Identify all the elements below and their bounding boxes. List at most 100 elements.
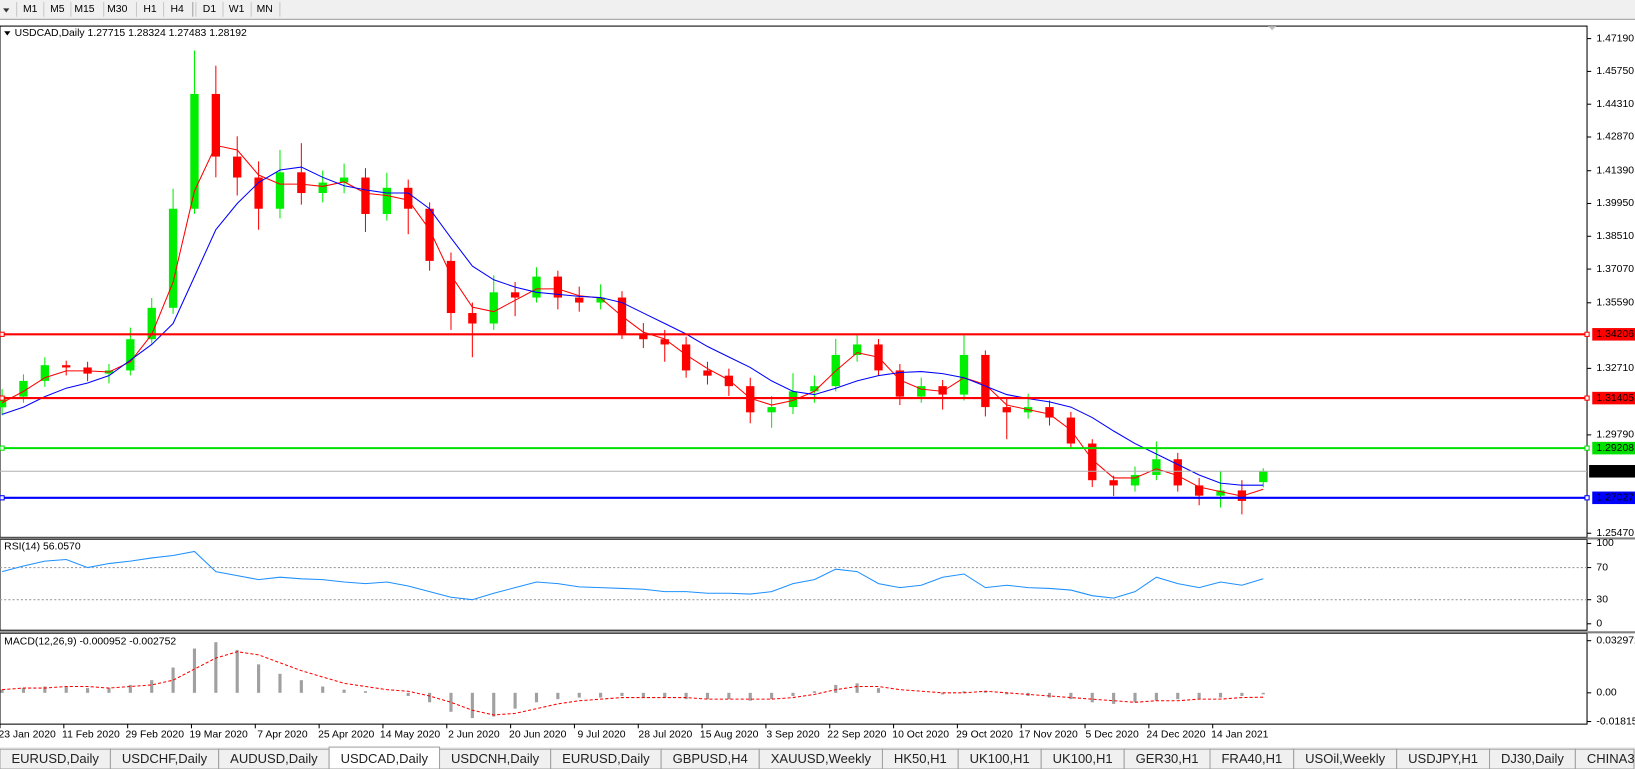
x-tick-label: 22 Sep 2020 (827, 729, 886, 740)
tab-label[interactable]: EURUSD,Daily (562, 751, 650, 766)
candle-body (1152, 459, 1161, 475)
candle-body (553, 276, 563, 298)
candle-body (1088, 443, 1097, 481)
candle-body (62, 365, 71, 368)
tab-label[interactable]: GER30,H1 (1136, 751, 1199, 766)
current-price-tag (1589, 465, 1635, 478)
timeframe-button[interactable]: M15 (74, 4, 94, 15)
timeframe-button[interactable]: H1 (143, 4, 157, 15)
tab-label[interactable]: UK100,H1 (970, 751, 1030, 766)
candle-body (981, 354, 990, 408)
candle-body (703, 370, 712, 376)
candle-body (1216, 490, 1225, 496)
y-tick-label: 1.25470 (1596, 528, 1634, 539)
y-tick-label: 1.44310 (1596, 99, 1634, 110)
candle-body (1194, 485, 1204, 496)
timeframe-button[interactable]: M1 (23, 4, 38, 15)
candle-body (810, 386, 819, 392)
candle-body (681, 344, 691, 371)
candle-body (404, 187, 413, 209)
x-tick-label: 19 Mar 2020 (189, 729, 248, 740)
y-tick-label: 1.29790 (1596, 430, 1634, 441)
macd-title: MACD(12,26,9) -0.000952 -0.002752 (4, 636, 176, 647)
current-price-label: 1.28192 (1596, 466, 1634, 477)
level-label: 1.31405 (1596, 393, 1634, 404)
candle-body (361, 177, 370, 214)
level-tag (1592, 391, 1635, 405)
toolbar-bg (0, 0, 1635, 19)
tab-label[interactable]: USDCHF,Daily (122, 751, 208, 766)
y-tick-label: 0.032972 (1596, 635, 1635, 646)
candle-body (639, 333, 648, 340)
y-tick-label: 30 (1596, 594, 1608, 605)
tab-label[interactable]: EURUSD,Daily (11, 751, 99, 766)
candle-body (746, 386, 755, 413)
x-tick-label: 20 Jun 2020 (509, 729, 567, 740)
level-tag (1592, 328, 1635, 341)
level-anchor (0, 495, 5, 501)
x-tick-label: 25 Apr 2020 (318, 729, 374, 740)
candle-body (254, 177, 263, 209)
signal-line (2, 651, 1264, 716)
rsi-frame (0, 538, 1588, 631)
candle-body (19, 380, 28, 397)
candle-body (575, 297, 584, 303)
timeframe-button[interactable]: MN (257, 4, 273, 15)
tab-label[interactable]: UK100,H1 (1053, 751, 1113, 766)
main-frame (0, 25, 1588, 538)
candle-body (660, 339, 669, 345)
tab-label[interactable]: USOil,Weekly (1305, 751, 1386, 766)
level-anchor (0, 445, 5, 451)
y-tick-label: 1.35590 (1596, 298, 1634, 309)
level-tag (1592, 441, 1635, 455)
candle-body (233, 156, 242, 178)
candle-body (959, 354, 969, 395)
candle-body (489, 292, 498, 324)
y-tick-label: 0 (1596, 619, 1602, 630)
y-tick-label: 1.39950 (1596, 198, 1634, 209)
level-anchor (1584, 495, 1590, 501)
tab-label[interactable]: USDCNH,Daily (451, 751, 540, 766)
timeframe-button[interactable]: W1 (229, 4, 245, 15)
tab-label[interactable]: AUDUSD,Daily (230, 751, 318, 766)
candle-body (767, 407, 776, 413)
tab-label[interactable]: DJ30,Daily (1501, 751, 1564, 766)
candle-body (938, 386, 947, 395)
tab-label[interactable]: GBPUSD,H4 (673, 751, 748, 766)
collapse-icon (4, 31, 11, 36)
level-label: 1.27027 (1596, 493, 1634, 504)
rsi-title: RSI(14) 56.0570 (4, 541, 81, 552)
tab-label[interactable]: USDCAD,Daily (341, 751, 429, 766)
candle-body (468, 313, 477, 324)
moving-average (1, 144, 1264, 497)
candle-body (1109, 480, 1118, 486)
x-tick-label: 29 Feb 2020 (126, 729, 185, 740)
toolbar-icon[interactable] (3, 8, 10, 13)
candle-body (596, 297, 605, 303)
timeframe-button[interactable]: M5 (50, 4, 65, 15)
candle-body (297, 172, 306, 194)
tab-label[interactable]: USDJPY,H1 (1408, 751, 1478, 766)
x-tick-label: 3 Sep 2020 (766, 729, 820, 740)
tab-label[interactable]: FRA40,H1 (1221, 751, 1282, 766)
x-tick-label: 5 Dec 2020 (1086, 729, 1139, 740)
x-tick-label: 14 May 2020 (380, 729, 440, 740)
candle-body (724, 375, 734, 387)
candle-body (168, 208, 178, 308)
timeframe-button[interactable]: H4 (170, 4, 184, 15)
tab[interactable] (1574, 748, 1635, 769)
y-tick-label: 1.32710 (1596, 363, 1634, 374)
timeframe-button[interactable]: M30 (107, 4, 127, 15)
tab-label[interactable]: HK50,H1 (894, 751, 947, 766)
rsi-line (1, 550, 1264, 601)
level-anchor (0, 331, 5, 337)
level-tag (1592, 491, 1635, 505)
x-tick-label: 28 Jul 2020 (638, 729, 692, 740)
candle-body (425, 208, 434, 261)
tab-label[interactable]: XAUUSD,Weekly (771, 751, 872, 766)
timeframe-button[interactable]: D1 (203, 4, 217, 15)
tab-label[interactable]: CHINA300,H1 (1587, 751, 1635, 766)
y-tick-label: 70 (1596, 562, 1608, 573)
x-tick-label: 7 Apr 2020 (257, 729, 308, 740)
candle-body (40, 365, 50, 381)
